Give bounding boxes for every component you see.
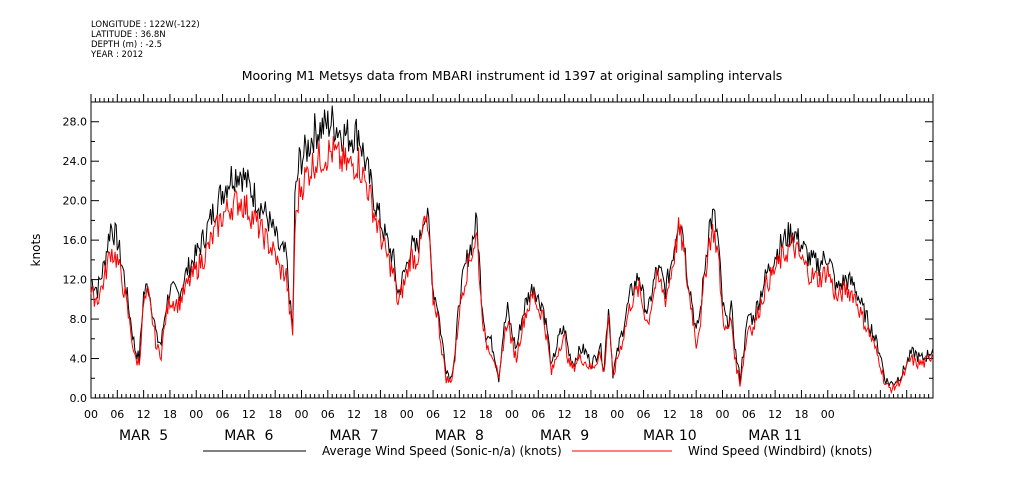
x-tick-label: 18 (268, 408, 282, 421)
day-label: MAR 7 (330, 428, 379, 444)
x-tick-label: 12 (137, 408, 151, 421)
x-tick-label: 12 (663, 408, 677, 421)
x-tick-label: 18 (794, 408, 808, 421)
legend-label-average: Average Wind Speed (Sonic-n/a) (knots) (322, 444, 562, 458)
x-tick-label: 00 (400, 408, 414, 421)
y-tick-label: 20.0 (63, 195, 88, 208)
meta-depth: DEPTH (m) : -2.5 (91, 40, 163, 50)
y-tick-label: 0.0 (70, 392, 88, 405)
day-label: MAR 5 (119, 428, 168, 444)
x-tick-label: 12 (242, 408, 256, 421)
day-label: MAR 10 (643, 428, 697, 444)
series-line-1 (90, 105, 934, 388)
y-tick-label: 28.0 (63, 116, 88, 129)
x-tick-label: 00 (189, 408, 203, 421)
series-line-2 (90, 136, 934, 395)
x-tick-label: 06 (216, 408, 230, 421)
meta-latitude: LATITUDE : 36.8N (91, 30, 166, 40)
x-tick-label: 00 (716, 408, 730, 421)
x-tick-label: 18 (163, 408, 177, 421)
x-tick-label: 12 (452, 408, 466, 421)
x-tick-label: 18 (373, 408, 387, 421)
x-tick-label: 06 (637, 408, 651, 421)
x-tick-label: 12 (768, 408, 782, 421)
legend-label-windbird: Wind Speed (Windbird) (knots) (688, 444, 872, 458)
x-tick-label: 06 (110, 408, 124, 421)
x-tick-label: 00 (295, 408, 309, 421)
y-tick-label: 4.0 (70, 353, 88, 366)
meta-year: YEAR : 2012 (91, 50, 144, 60)
x-tick-label: 18 (479, 408, 493, 421)
station-metadata: LONGITUDE : 122W(-122) LATITUDE : 36.8N … (91, 20, 200, 60)
y-axis-label: knots (29, 234, 43, 267)
x-tick-label: 18 (584, 408, 598, 421)
x-tick-label: 06 (321, 408, 335, 421)
x-tick-label: 00 (821, 408, 835, 421)
x-tick-label: 00 (505, 408, 519, 421)
x-tick-label: 18 (689, 408, 703, 421)
x-tick-label: 12 (347, 408, 361, 421)
day-label: MAR 8 (435, 428, 484, 444)
day-label: MAR 6 (224, 428, 273, 444)
y-tick-label: 12.0 (63, 274, 88, 287)
meta-longitude: LONGITUDE : 122W(-122) (91, 20, 200, 30)
x-tick-label: 06 (531, 408, 545, 421)
day-label: MAR 9 (540, 428, 589, 444)
y-tick-label: 16.0 (63, 234, 88, 247)
x-tick-label: 00 (610, 408, 624, 421)
y-tick-label: 8.0 (70, 313, 88, 326)
x-tick-label: 12 (558, 408, 572, 421)
x-tick-label: 06 (426, 408, 440, 421)
x-tick-label: 00 (84, 408, 98, 421)
chart-title: Mooring M1 Metsys data from MBARI instru… (241, 68, 783, 83)
day-label: MAR 11 (748, 428, 802, 444)
x-tick-label: 06 (742, 408, 756, 421)
y-tick-label: 24.0 (63, 155, 88, 168)
